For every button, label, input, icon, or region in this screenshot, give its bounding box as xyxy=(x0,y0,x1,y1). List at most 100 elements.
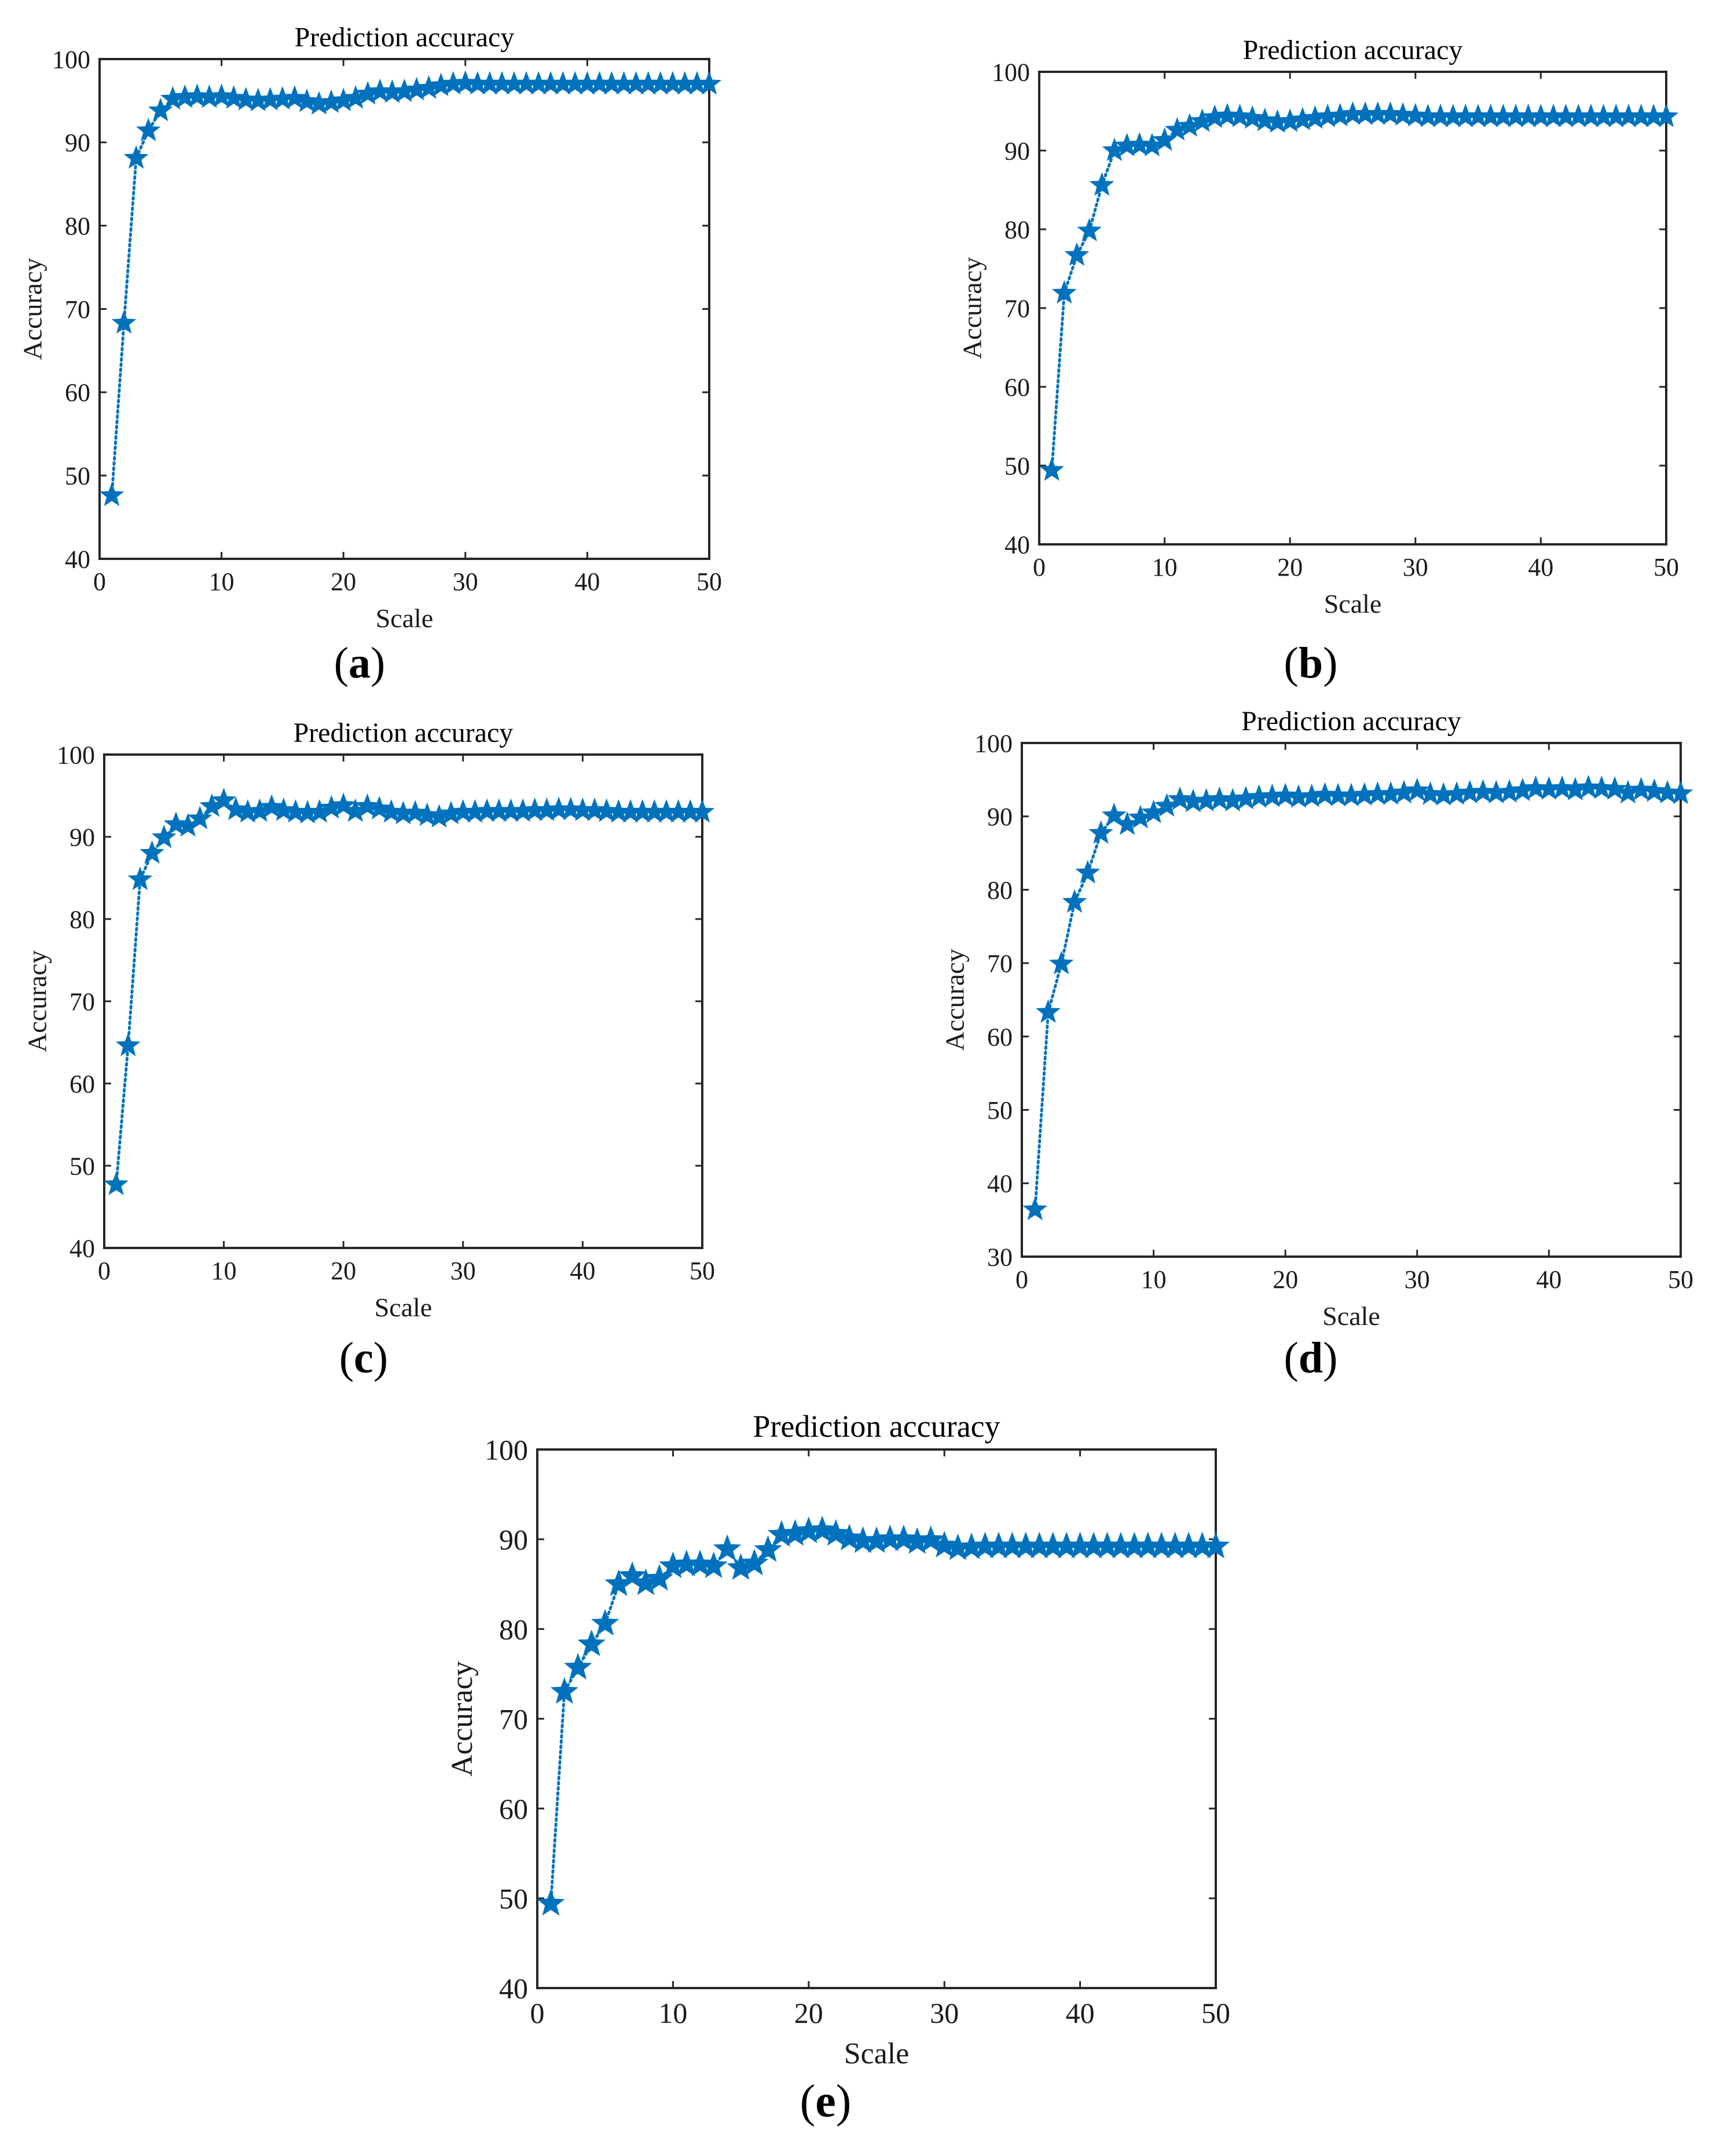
data-point-star xyxy=(1089,172,1114,196)
data-point-star xyxy=(282,85,307,109)
x-tick-label: 20 xyxy=(331,1257,356,1285)
data-point-star xyxy=(221,85,246,109)
data-point-star xyxy=(1523,775,1548,799)
data-point-star xyxy=(1378,101,1403,125)
y-tick-label: 80 xyxy=(69,905,95,934)
x-tick-label: 20 xyxy=(794,1997,823,2029)
y-tick-label: 40 xyxy=(1004,530,1030,559)
panel-caption: (d) xyxy=(1284,1334,1338,1382)
x-tick-label: 50 xyxy=(690,1257,715,1285)
data-point-star xyxy=(415,802,440,826)
data-point-star xyxy=(355,793,380,817)
data-point-star xyxy=(696,71,722,95)
data-point-star xyxy=(1273,782,1298,807)
panel-caption-letter: d xyxy=(1299,1334,1323,1382)
y-tick-label: 40 xyxy=(69,1234,95,1262)
data-point-star xyxy=(1207,786,1232,810)
panel-caption-letter: c xyxy=(354,1334,373,1382)
y-tick-label: 70 xyxy=(1004,294,1030,323)
data-point-star xyxy=(187,806,212,829)
y-tick-label: 60 xyxy=(69,1070,95,1098)
data-point-star xyxy=(1064,242,1090,266)
data-point-star xyxy=(686,1549,714,1576)
x-tick-label: 50 xyxy=(1668,1265,1693,1294)
series-line xyxy=(1050,112,1668,472)
y-tick-label: 60 xyxy=(1004,373,1030,401)
data-point-star xyxy=(594,798,619,822)
data-point-star xyxy=(1576,774,1601,799)
panel-caption-letter: b xyxy=(1299,639,1323,687)
series-line xyxy=(115,799,704,1187)
panel-caption: (c) xyxy=(339,1334,388,1382)
chart-title: Prediction accuracy xyxy=(753,1409,1000,1444)
y-tick-label: 50 xyxy=(65,462,90,491)
data-point-star xyxy=(713,1534,742,1561)
x-tick-label: 10 xyxy=(1141,1265,1167,1294)
x-axis-label: Scale xyxy=(376,603,434,633)
series-line xyxy=(110,82,711,497)
y-axis-label: Accuracy xyxy=(446,1661,479,1776)
data-point-star xyxy=(808,1516,837,1543)
data-point-star xyxy=(368,78,393,103)
data-point-star xyxy=(1602,776,1627,800)
x-axis-label: Scale xyxy=(1322,1301,1380,1331)
data-point-star xyxy=(564,1653,592,1680)
x-tick-label: 20 xyxy=(331,568,356,596)
x-tick-label: 0 xyxy=(1033,553,1046,581)
data-point-star xyxy=(233,87,259,111)
data-point-star xyxy=(331,792,356,817)
data-point-star xyxy=(558,796,584,821)
y-tick-label: 100 xyxy=(52,45,90,74)
data-point-star xyxy=(135,118,161,141)
chart-title: Prediction accuracy xyxy=(295,22,515,53)
y-tick-label: 90 xyxy=(499,1524,528,1556)
data-point-star xyxy=(402,800,428,823)
x-tick-label: 0 xyxy=(530,1997,545,2029)
x-tick-label: 30 xyxy=(453,568,478,596)
x-tick-label: 30 xyxy=(1403,553,1428,581)
y-tick-label: 80 xyxy=(65,212,90,240)
x-tick-label: 30 xyxy=(1405,1265,1430,1294)
data-point-star xyxy=(1418,781,1443,805)
data-point-star xyxy=(259,794,284,818)
data-point-star xyxy=(1227,104,1252,127)
data-point-star xyxy=(163,811,189,835)
x-tick-label: 30 xyxy=(450,1257,476,1285)
data-point-star xyxy=(223,796,248,821)
chart-panel-b: Prediction accuracy 0 10 20 30 40 50 40 50 60 70 80… xyxy=(958,35,1679,687)
data-point-star xyxy=(115,1033,141,1056)
data-point-star xyxy=(366,796,392,819)
y-axis-label: Accuracy xyxy=(958,257,987,359)
y-tick-label: 50 xyxy=(69,1152,95,1180)
data-point-star xyxy=(1062,889,1087,913)
y-tick-label: 60 xyxy=(987,1023,1013,1051)
data-point-star xyxy=(582,797,607,821)
y-tick-label: 100 xyxy=(992,58,1030,86)
data-point-star xyxy=(1240,105,1265,129)
data-point-star xyxy=(930,1531,959,1558)
y-tick-label: 100 xyxy=(485,1434,528,1466)
data-point-star xyxy=(123,145,149,169)
x-tick-label: 20 xyxy=(1277,553,1303,581)
chart-title: Prediction accuracy xyxy=(294,718,514,748)
x-tick-label: 40 xyxy=(1536,1265,1561,1294)
data-point-star xyxy=(1405,777,1430,801)
data-point-star xyxy=(916,1525,945,1553)
data-point-star xyxy=(1629,777,1654,801)
data-point-star xyxy=(1088,820,1113,844)
panel-caption-letter: e xyxy=(815,2076,836,2127)
panel-caption: (a) xyxy=(334,639,386,687)
y-tick-label: 80 xyxy=(1004,215,1030,244)
data-point-star xyxy=(1022,1196,1048,1221)
data-point-star xyxy=(1075,859,1101,884)
x-tick-label: 50 xyxy=(696,568,722,596)
data-point-star xyxy=(209,83,234,107)
data-point-star xyxy=(283,799,308,823)
data-point-star xyxy=(99,482,124,506)
y-tick-label: 50 xyxy=(499,1883,528,1915)
x-tick-label: 10 xyxy=(658,1997,687,2029)
y-tick-label: 80 xyxy=(987,876,1013,905)
data-point-star xyxy=(1655,779,1680,804)
x-tick-label: 40 xyxy=(1528,553,1553,581)
